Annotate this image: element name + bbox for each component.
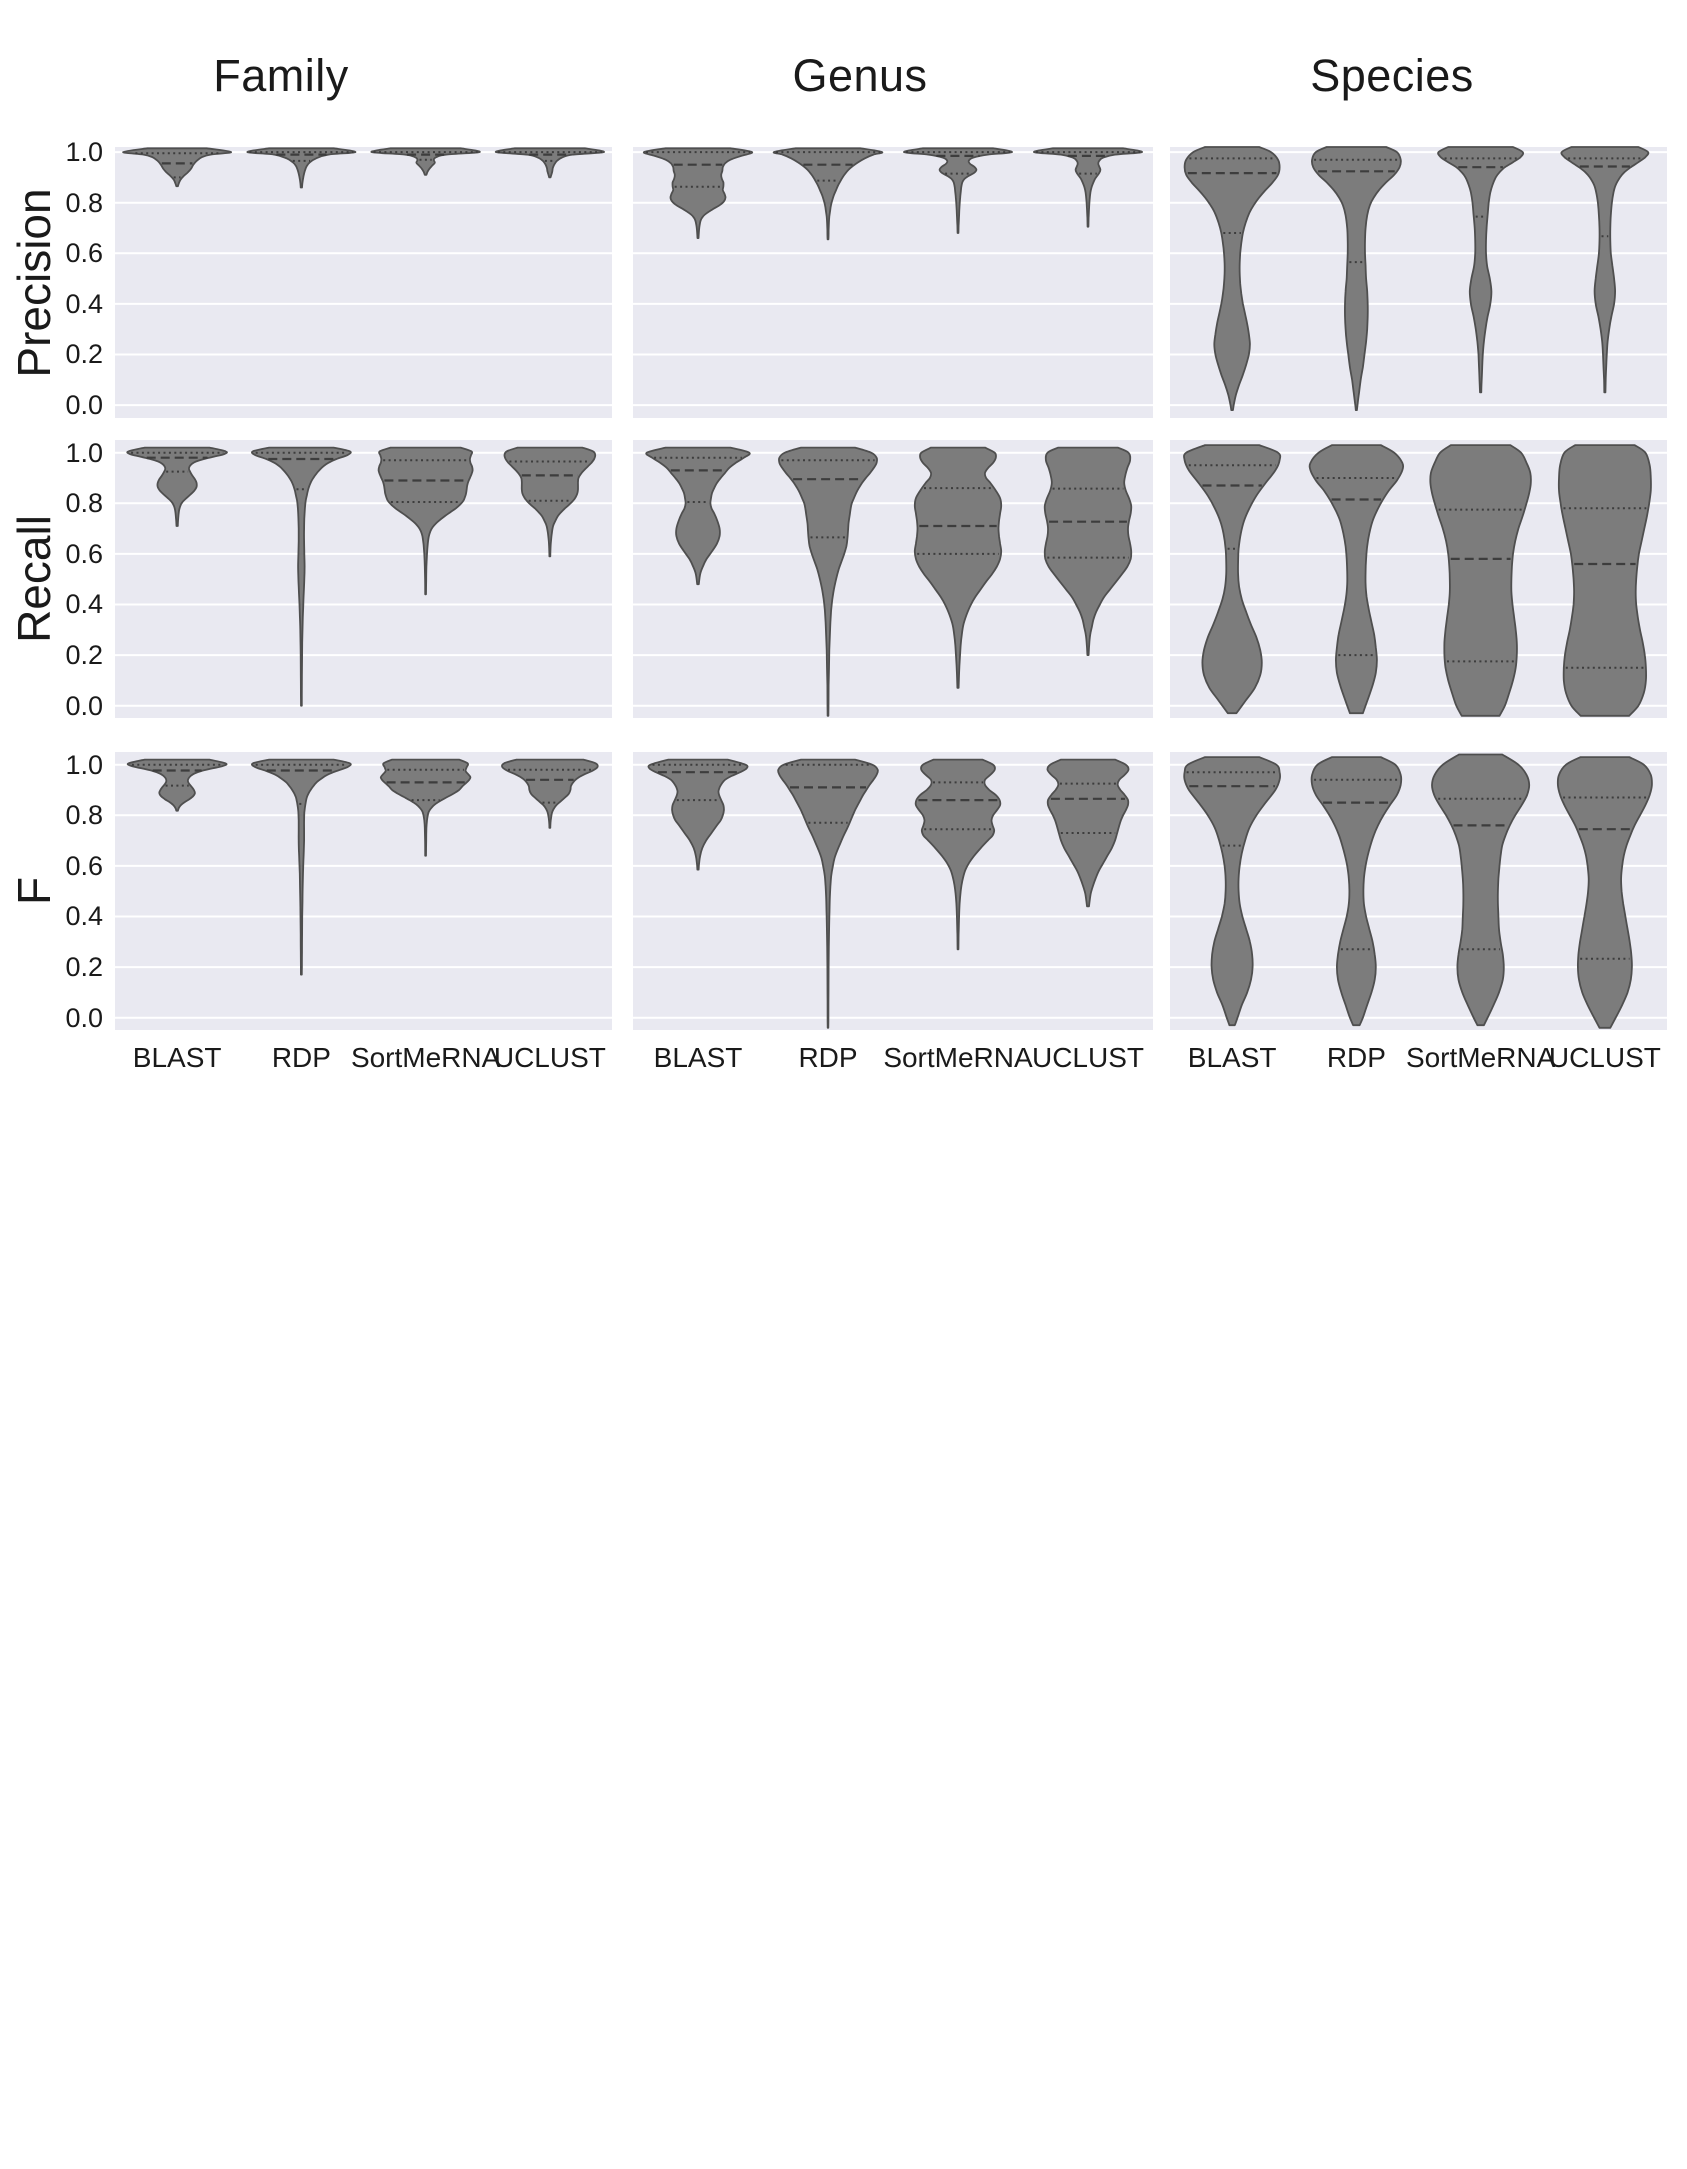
violin-sortmerna xyxy=(1431,753,1531,1027)
violin-plot-canvas xyxy=(1170,440,1667,718)
column-title-family: Family xyxy=(213,50,349,101)
violin-uclust xyxy=(501,758,599,829)
y-tick-label: 0.8 xyxy=(65,800,103,831)
violin-sortmerna xyxy=(370,147,481,176)
violin-rdp xyxy=(251,446,352,707)
violin-rdp xyxy=(1308,444,1405,715)
x-category-label-sortmerna: SortMeRNA xyxy=(350,1042,501,1073)
y-tick-label: 1.0 xyxy=(65,437,103,468)
x-category-label-blast: BLAST xyxy=(1187,1042,1277,1073)
column-title-genus: Genus xyxy=(792,50,928,101)
y-tick-label: 0.6 xyxy=(65,850,103,881)
violin-blast xyxy=(122,147,233,188)
y-tick-label: 1.0 xyxy=(65,137,103,168)
y-tick-label: 0.4 xyxy=(65,589,103,620)
panel-precision-species xyxy=(1170,146,1667,418)
violin-rdp xyxy=(1311,146,1402,411)
violin-sortmerna xyxy=(914,758,1002,951)
violin-rdp xyxy=(777,758,879,1029)
violin-sortmerna xyxy=(379,758,472,857)
y-tick-label: 0.0 xyxy=(65,390,103,421)
y-tick-label: 0.0 xyxy=(65,1002,103,1033)
violin-uclust xyxy=(1557,444,1652,717)
row-label-recall: Recall xyxy=(8,515,60,643)
x-category-label-uclust: UCLUST xyxy=(493,1042,606,1073)
plot-background xyxy=(115,752,612,1030)
x-category-label-blast: BLAST xyxy=(132,1042,222,1073)
violin-blast xyxy=(126,446,228,527)
x-category-label-rdp: RDP xyxy=(271,1042,331,1073)
violin-plot-canvas xyxy=(115,752,612,1030)
x-category-label-blast: BLAST xyxy=(653,1042,743,1073)
violin-plot-canvas xyxy=(633,147,1153,418)
violin-blast xyxy=(1183,756,1282,1027)
y-tick-label: 0.6 xyxy=(65,538,103,569)
violin-sortmerna xyxy=(903,147,1013,234)
panel-precision-genus xyxy=(633,147,1153,418)
y-tick-label: 0.2 xyxy=(65,339,103,370)
y-tick-label: 0.6 xyxy=(65,238,103,269)
y-tick-label: 0.2 xyxy=(65,952,103,983)
violin-uclust xyxy=(1043,446,1133,656)
violin-sortmerna xyxy=(377,446,474,596)
y-tick-label: 0.8 xyxy=(65,488,103,519)
panel-f-genus xyxy=(633,752,1153,1030)
y-tick-label: 0.4 xyxy=(65,901,103,932)
panel-f-family xyxy=(115,752,612,1030)
violin-plot-canvas xyxy=(115,147,612,418)
panel-recall-genus xyxy=(633,440,1153,718)
violin-sortmerna xyxy=(1429,444,1532,717)
panel-recall-family xyxy=(115,440,612,718)
violin-rdp xyxy=(246,147,357,189)
x-category-label-sortmerna: SortMeRNA xyxy=(883,1042,1033,1073)
y-tick-label: 0.4 xyxy=(65,288,103,319)
violin-uclust xyxy=(494,147,605,179)
y-tick-label: 0.0 xyxy=(65,690,103,721)
violin-rdp xyxy=(1310,756,1403,1027)
violin-plot-canvas xyxy=(1170,752,1667,1030)
violin-plot-canvas xyxy=(115,440,612,718)
violin-uclust xyxy=(1033,147,1143,228)
x-category-label-uclust: UCLUST xyxy=(1031,1042,1144,1073)
violin-blast xyxy=(1183,146,1281,411)
panel-f-species xyxy=(1170,752,1667,1030)
violin-plot-canvas xyxy=(633,752,1153,1030)
plot-background xyxy=(115,147,612,418)
y-tick-label: 1.0 xyxy=(65,749,103,780)
violin-blast xyxy=(645,446,751,586)
y-tick-label: 0.8 xyxy=(65,187,103,218)
column-title-species: Species xyxy=(1310,50,1474,101)
violin-uclust xyxy=(1560,146,1650,394)
violin-rdp xyxy=(777,446,879,717)
violin-rdp xyxy=(251,758,352,976)
violin-sortmerna xyxy=(1437,146,1525,394)
violin-blast xyxy=(1183,444,1282,715)
violin-plot-canvas xyxy=(633,440,1153,718)
y-tick-label: 0.2 xyxy=(65,640,103,671)
x-category-label-rdp: RDP xyxy=(1326,1042,1386,1073)
panel-precision-family xyxy=(115,147,612,418)
violin-sortmerna xyxy=(913,446,1003,689)
panel-recall-species xyxy=(1170,440,1667,718)
x-category-label-uclust: UCLUST xyxy=(1548,1042,1661,1073)
violin-blast xyxy=(642,147,754,239)
violin-rdp xyxy=(772,147,884,241)
x-category-label-sortmerna: SortMeRNA xyxy=(1405,1042,1556,1073)
violin-uclust xyxy=(1556,756,1653,1029)
violin-blast xyxy=(647,758,749,871)
violin-plot-canvas xyxy=(1170,146,1667,418)
x-category-label-rdp: RDP xyxy=(798,1042,858,1073)
